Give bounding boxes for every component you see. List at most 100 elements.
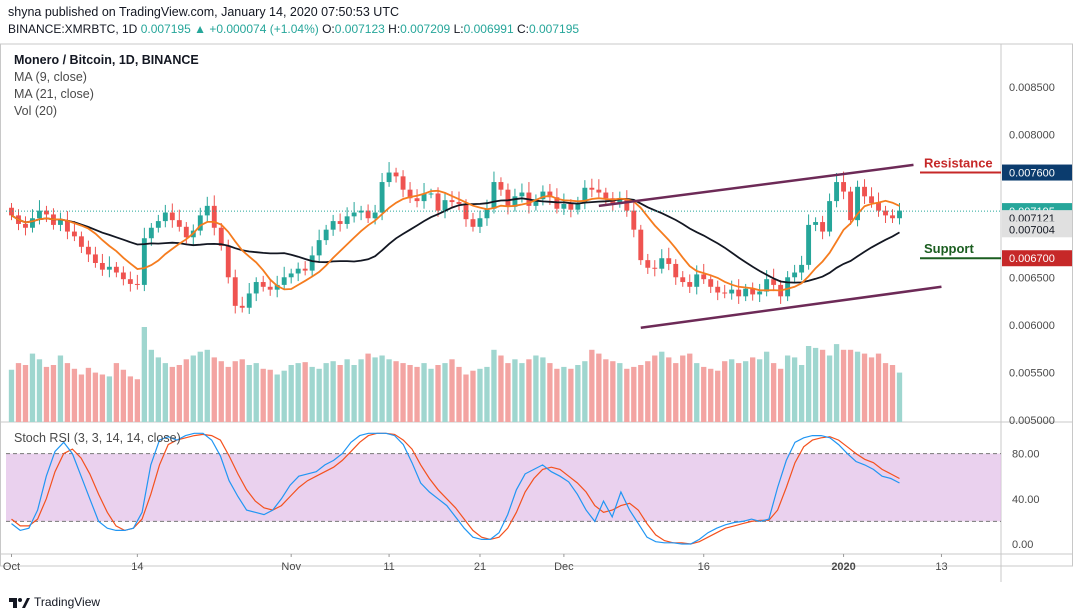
candle: [708, 279, 714, 287]
candle: [9, 207, 14, 216]
volume-bar: [99, 374, 106, 422]
price-tick: 0.006000: [1009, 320, 1055, 332]
candle: [218, 227, 224, 246]
candle: [715, 286, 721, 293]
volume-bar: [267, 369, 273, 422]
volume-bar: [316, 368, 322, 422]
volume-bar: [351, 365, 357, 422]
volume-bar: [505, 363, 511, 422]
candle: [617, 199, 623, 204]
price-label-box: [1002, 221, 1072, 238]
volume-bar: [854, 351, 861, 422]
rsi-d-line: [11, 432, 900, 545]
legend-volume[interactable]: Vol (20): [14, 104, 58, 118]
rsi-k-line: [11, 432, 900, 545]
candle: [638, 229, 644, 261]
time-tick: 21: [474, 561, 486, 573]
candle: [386, 172, 392, 183]
volume-bar: [176, 365, 182, 422]
volume-bar: [861, 353, 868, 422]
volume-bar: [833, 344, 840, 422]
candle: [659, 258, 665, 269]
low-label: L:: [453, 22, 464, 36]
candle: [225, 245, 231, 278]
legend-ma9[interactable]: MA (9, close): [14, 70, 87, 84]
candle: [302, 268, 308, 271]
volume-bar: [337, 365, 343, 422]
candle: [323, 229, 329, 241]
candle: [743, 288, 749, 297]
volume-bar: [22, 365, 29, 422]
candle: [827, 201, 833, 232]
candle: [449, 200, 455, 203]
volume-bar: [358, 359, 364, 422]
candle: [694, 274, 700, 287]
volume-bar: [407, 365, 413, 422]
volume-bar: [379, 355, 385, 422]
candle: [757, 291, 763, 295]
ma21-line: [11, 197, 900, 284]
volume-bar: [134, 379, 141, 422]
candle: [309, 255, 315, 271]
candle: [561, 203, 567, 209]
volume-bar: [763, 351, 770, 422]
candle: [806, 224, 812, 265]
volume-bar: [729, 359, 735, 422]
legend-stoch-rsi[interactable]: Stoch RSI (3, 3, 14, 14, close): [14, 431, 181, 445]
candle: [799, 264, 805, 273]
candle: [400, 176, 406, 190]
volume-bar: [687, 353, 693, 422]
rsi-tick: 40.00: [1012, 494, 1040, 506]
candle: [813, 222, 819, 225]
footer-brand[interactable]: TradingView: [8, 595, 100, 609]
volume-bar: [624, 368, 630, 422]
volume-bar: [638, 365, 644, 422]
price-label: 0.007600: [1009, 168, 1055, 180]
volume-bar: [57, 355, 64, 422]
volume-bar: [791, 357, 798, 422]
volume-bar: [85, 367, 92, 422]
volume-bar: [540, 357, 546, 422]
legend-ma21[interactable]: MA (21, close): [14, 87, 94, 101]
volume-bar: [400, 363, 406, 422]
volume-bar: [211, 357, 217, 422]
candle: [869, 196, 874, 204]
volume-bar: [288, 365, 294, 422]
candle: [113, 266, 119, 273]
volume-bar: [148, 349, 154, 422]
candle: [484, 208, 490, 219]
rsi-band: [6, 453, 1001, 522]
volume-bar: [127, 376, 134, 422]
candle: [764, 279, 770, 292]
candle: [540, 191, 546, 200]
candle: [288, 273, 294, 278]
candle: [589, 187, 595, 190]
candle: [722, 292, 728, 294]
volume-bar: [561, 366, 567, 422]
legend-title[interactable]: Monero / Bitcoin, 1D, BINANCE: [14, 53, 199, 67]
symbol-label[interactable]: BINANCE:XMRBTC, 1D: [8, 22, 138, 36]
candle: [337, 221, 343, 224]
volume-bar: [309, 366, 315, 422]
volume-bar: [449, 359, 455, 422]
price-label: 0.006700: [1009, 253, 1055, 265]
time-tick: Oct: [3, 561, 20, 573]
candle: [148, 227, 154, 239]
volume-bar: [826, 355, 833, 422]
candle: [344, 216, 350, 224]
candle: [37, 210, 42, 219]
symbol-quote-bar: BINANCE:XMRBTC, 1D 0.007195 ▲ +0.000074 …: [8, 22, 579, 36]
candle: [736, 289, 742, 297]
volume-bar: [568, 368, 574, 422]
volume-bar: [533, 355, 539, 422]
candle: [44, 210, 49, 215]
candle: [176, 220, 182, 227]
volume-bar: [162, 363, 168, 422]
volume-bar: [512, 359, 518, 422]
candle: [862, 186, 867, 197]
candle: [666, 258, 672, 264]
trendline-support: [640, 285, 942, 329]
candle: [127, 279, 133, 284]
volume-bar: [554, 368, 560, 422]
